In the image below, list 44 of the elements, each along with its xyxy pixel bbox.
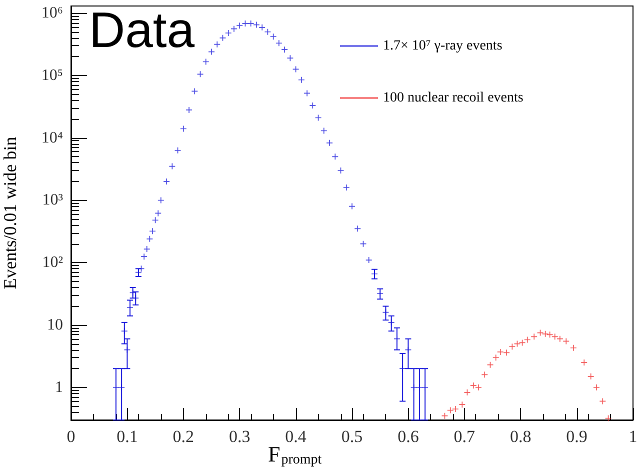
point — [593, 384, 600, 390]
x-tick-label: 0.8 — [510, 427, 532, 446]
x-tick-label: 0.2 — [172, 427, 194, 446]
point — [509, 344, 516, 350]
point — [447, 407, 454, 414]
x-tick-label: 1 — [628, 427, 638, 446]
y-tick-label: 10² — [42, 254, 64, 272]
point — [497, 348, 504, 355]
x-tick-label: 0.6 — [398, 427, 419, 446]
point — [470, 382, 476, 389]
y-tick-label: 10³ — [42, 192, 64, 209]
point — [556, 336, 563, 342]
point — [588, 373, 594, 380]
point — [482, 372, 488, 378]
point — [600, 398, 606, 404]
chart-title: Data — [89, 2, 195, 58]
point — [464, 389, 470, 396]
y-tick-label: 1 — [55, 378, 63, 396]
x-tick-label: 0.9 — [566, 427, 588, 446]
point — [452, 406, 458, 412]
point — [504, 350, 510, 356]
point — [524, 336, 530, 343]
point — [552, 334, 558, 340]
y-tick-label: 10⁴ — [41, 129, 64, 146]
point — [531, 334, 538, 340]
point — [570, 344, 576, 351]
legend-label: 100 nuclear recoil events — [383, 90, 524, 106]
point — [563, 338, 570, 344]
point — [581, 360, 588, 366]
x-tick-label: 0 — [66, 427, 76, 446]
x-tick-label: 0.7 — [454, 427, 476, 446]
y-tick-label: 10⁶ — [41, 4, 63, 22]
y-tick-label: 10 — [47, 316, 63, 334]
point — [492, 354, 499, 361]
point — [459, 402, 466, 408]
point — [546, 332, 553, 338]
y-tick-label: 10⁵ — [41, 66, 63, 84]
x-tick-label: 0.3 — [228, 427, 250, 446]
legend-label: 1.7× 10⁷ γ-ray events — [383, 38, 502, 54]
y-axis-title: Events/0.01 wide bin — [0, 136, 20, 290]
x-tick-label: 0.1 — [116, 427, 138, 446]
x-tick-label: 0.4 — [285, 427, 307, 446]
x-tick-label: 0.5 — [341, 427, 363, 446]
point — [475, 384, 482, 390]
